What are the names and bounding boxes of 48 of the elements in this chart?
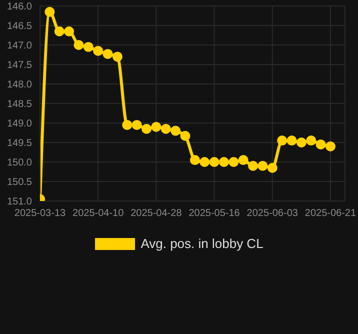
point — [267, 162, 278, 173]
point — [44, 6, 55, 17]
point — [122, 120, 132, 130]
point — [64, 26, 74, 36]
point — [112, 52, 122, 62]
x-tick-label: 2025-04-10 — [72, 208, 124, 220]
point — [102, 48, 113, 59]
point — [93, 46, 104, 56]
point — [286, 136, 297, 146]
point — [228, 157, 239, 167]
y-tick-label: 149.0 — [6, 118, 32, 130]
point — [74, 40, 84, 50]
point — [54, 26, 64, 36]
y-tick-label: 147.0 — [6, 40, 32, 52]
y-tick-label: 149.5 — [6, 138, 32, 150]
point — [180, 130, 190, 141]
point — [209, 157, 220, 167]
y-tick-label: 150.0 — [6, 158, 32, 169]
x-tick-label: 2025-06-21 — [304, 208, 356, 220]
point — [316, 139, 326, 150]
point — [218, 157, 229, 167]
y-tick-label: 151.0 — [6, 196, 32, 208]
point — [83, 42, 94, 52]
point — [132, 120, 142, 130]
point — [200, 157, 210, 167]
y-tick-label: 148.0 — [6, 80, 32, 91]
x-tick-label: 2025-03-13 — [14, 208, 66, 220]
y-tick-label: 147.5 — [6, 60, 32, 72]
point — [296, 138, 306, 148]
point — [277, 136, 288, 146]
point — [325, 141, 336, 152]
point — [170, 126, 181, 136]
point — [160, 124, 171, 134]
y-tick-label: 150.5 — [6, 177, 32, 188]
y-tick-label: 146.0 — [6, 2, 32, 13]
x-tick-label: 2025-04-28 — [130, 208, 182, 220]
point — [306, 136, 316, 146]
point — [151, 122, 162, 132]
point — [142, 124, 152, 134]
y-tick-label: 148.5 — [6, 99, 32, 110]
point — [238, 155, 248, 166]
point — [258, 160, 268, 171]
point — [190, 155, 200, 166]
x-tick-label: 2025-05-16 — [188, 208, 240, 220]
legend-label: Avg. pos. in lobby CL — [140, 236, 264, 251]
x-tick-label: 2025-06-03 — [246, 208, 298, 220]
point — [248, 160, 258, 171]
y-tick-label: 146.5 — [6, 21, 32, 32]
